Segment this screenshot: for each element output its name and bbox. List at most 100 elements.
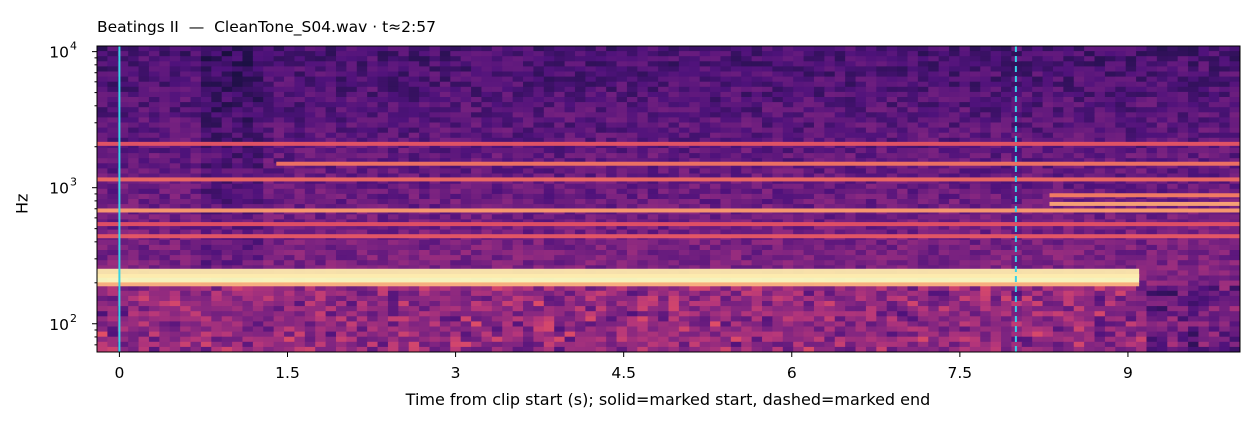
heatmap-cell	[928, 250, 940, 256]
heatmap-cell	[689, 127, 701, 134]
heatmap-cell	[1177, 112, 1189, 118]
heatmap-cell	[107, 61, 119, 67]
heatmap-cell	[180, 193, 192, 200]
heatmap-cell	[938, 204, 950, 210]
heatmap-cell	[969, 163, 981, 169]
heatmap-cell	[741, 255, 753, 261]
heatmap-cell	[574, 71, 586, 78]
heatmap-cell	[824, 112, 836, 118]
heatmap-cell	[523, 255, 535, 261]
heatmap-cell	[720, 137, 732, 144]
heatmap-cell	[886, 81, 898, 88]
heatmap-cell	[419, 66, 431, 73]
heatmap-cell	[647, 127, 659, 134]
heatmap-cell	[980, 214, 992, 220]
heatmap-cell	[1115, 168, 1127, 175]
heatmap-cell	[564, 86, 576, 93]
heatmap-cell	[1229, 122, 1240, 129]
heatmap-cell	[1219, 117, 1231, 124]
heatmap-cell	[595, 56, 607, 62]
heatmap-cell	[980, 158, 992, 164]
heatmap-cell	[1208, 122, 1220, 129]
heatmap-cell	[969, 193, 981, 200]
heatmap-cell	[387, 178, 399, 185]
heatmap-cell	[512, 173, 524, 180]
heatmap-cell	[720, 56, 732, 62]
heatmap-cell	[1198, 153, 1210, 159]
heatmap-cell	[148, 117, 160, 124]
heatmap-cell	[377, 265, 389, 271]
heatmap-cell	[97, 127, 108, 134]
heatmap-cell	[803, 97, 815, 103]
heatmap-cell	[585, 71, 597, 78]
heatmap-cell	[356, 117, 368, 124]
heatmap-cell	[793, 229, 805, 236]
heatmap-cell	[1146, 71, 1158, 78]
heatmap-cell	[491, 148, 503, 154]
heatmap-cell	[772, 137, 784, 144]
heatmap-cell	[668, 183, 680, 190]
heatmap-cell	[304, 224, 316, 231]
heatmap-cell	[1063, 122, 1075, 129]
heatmap-cell	[387, 117, 399, 124]
heatmap-cell	[1011, 244, 1023, 251]
heatmap-cell	[813, 158, 825, 164]
heatmap-cell	[387, 66, 399, 73]
heatmap-cell	[554, 158, 566, 164]
heatmap-cell	[720, 244, 732, 251]
heatmap-cell	[304, 107, 316, 113]
heatmap-cell	[897, 107, 909, 113]
heatmap-cell	[294, 66, 306, 73]
heatmap-cell	[138, 188, 150, 195]
heatmap-cell	[117, 199, 129, 205]
heatmap-cell	[741, 66, 753, 73]
heatmap-cell	[481, 122, 493, 129]
heatmap-cell	[876, 163, 888, 169]
heatmap-cell	[855, 137, 867, 144]
heatmap-cell	[1188, 178, 1200, 185]
heatmap-cell	[460, 158, 472, 164]
heatmap-cell	[626, 46, 638, 52]
heatmap-cell	[1063, 239, 1075, 246]
heatmap-cell	[1104, 239, 1116, 246]
heatmap-cell	[969, 199, 981, 205]
heatmap-cell	[346, 61, 358, 67]
heatmap-cell	[97, 173, 108, 180]
heatmap-cell	[616, 91, 628, 98]
heatmap-cell	[148, 188, 160, 195]
heatmap-cell	[720, 81, 732, 88]
heatmap-cell	[637, 250, 649, 256]
heatmap-cell	[782, 199, 794, 205]
heatmap-cell	[263, 76, 275, 83]
heatmap-cell	[450, 199, 462, 205]
heatmap-cell	[1219, 229, 1231, 236]
heatmap-cell	[564, 250, 576, 256]
heatmap-cell	[356, 61, 368, 67]
heatmap-cell	[190, 199, 202, 205]
heatmap-cell	[169, 46, 181, 52]
heatmap-cell	[398, 163, 410, 169]
heatmap-cell	[1136, 188, 1148, 195]
heatmap-cell	[606, 199, 618, 205]
heatmap-cell	[387, 193, 399, 200]
heatmap-cell	[242, 91, 254, 98]
heatmap-cell	[523, 102, 535, 108]
heatmap-cell	[699, 239, 711, 246]
heatmap-cell	[211, 91, 223, 98]
heatmap-cell	[626, 250, 638, 256]
heatmap-cell	[1042, 91, 1054, 98]
heatmap-cell	[741, 265, 753, 271]
heatmap-cell	[180, 117, 192, 124]
heatmap-cell	[1021, 229, 1033, 236]
heatmap-cell	[574, 153, 586, 159]
heatmap-cell	[1021, 163, 1033, 169]
heatmap-cell	[97, 163, 108, 169]
heatmap-cell	[782, 51, 794, 57]
heatmap-cell	[637, 46, 649, 52]
heatmap-cell	[138, 178, 150, 185]
heatmap-cell	[990, 193, 1002, 200]
heatmap-cell	[148, 76, 160, 83]
heatmap-cell	[263, 178, 275, 185]
heatmap-cell	[751, 153, 763, 159]
heatmap-cell	[751, 168, 763, 175]
